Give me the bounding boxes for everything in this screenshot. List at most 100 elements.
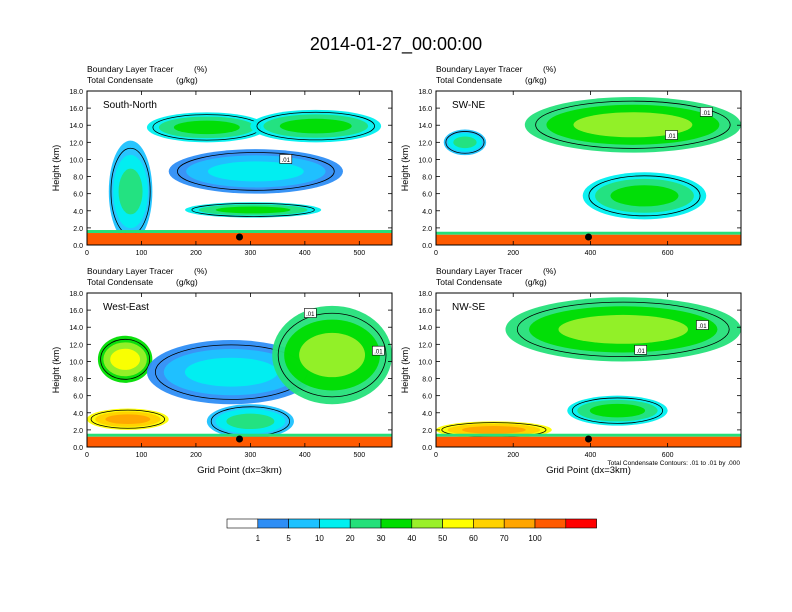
tracer-field — [436, 91, 741, 245]
x-tick-label: 500 — [353, 452, 365, 459]
subtitle-tracer-units: (%) — [194, 64, 207, 74]
x-tick-label: 400 — [299, 250, 311, 257]
subtitle-condensate: Total Condensate — [436, 75, 502, 85]
condensate-contour — [100, 338, 151, 380]
plume-4-band-3 — [105, 414, 151, 425]
y-tick-label: 10.0 — [418, 157, 432, 164]
colorbar-label: 50 — [438, 534, 447, 543]
surface-layer-edge — [436, 433, 741, 437]
contour-label: .01 — [374, 350, 383, 356]
surface-layer-edge — [87, 433, 392, 437]
contour-label: .01 — [702, 111, 711, 117]
colorbar-swatch — [565, 518, 597, 529]
contour-label-box — [665, 130, 678, 140]
panel-4: 0.0 2.0 4.0 6.0 8.0 10.0 12.0 14.0 16.0 18.0 0 200 4… — [400, 266, 742, 476]
condensate-contour — [90, 409, 166, 429]
condensate-contour — [277, 312, 387, 398]
x-axis-label: Grid Point (dx=3km) — [546, 465, 631, 476]
plume-1-band-3 — [558, 314, 689, 344]
x-tick-label: 0 — [434, 250, 438, 257]
y-tick-label: 8.0 — [73, 377, 83, 384]
x-tick-label: 100 — [136, 452, 148, 459]
condensate-contour — [177, 152, 335, 191]
colorbar-swatch — [503, 518, 536, 529]
condensate-contour — [535, 100, 731, 149]
y-tick-label: 12.0 — [418, 140, 432, 147]
y-tick-label: 14.0 — [418, 325, 432, 332]
x-tick-label: 0 — [85, 452, 89, 459]
plume-1-band-3 — [118, 168, 143, 215]
x-tick-label: 200 — [190, 452, 202, 459]
y-tick-label: 8.0 — [73, 175, 83, 182]
plume-2-band-3 — [173, 120, 240, 135]
y-tick-label: 8.0 — [422, 377, 432, 384]
y-axis-label: Height (km) — [51, 347, 61, 394]
contour-label: .01 — [698, 324, 707, 330]
y-tick-label: 16.0 — [418, 106, 432, 113]
y-tick-label: 18.0 — [418, 291, 432, 298]
x-tick-label: 0 — [434, 452, 438, 459]
plume-2-band-3 — [610, 185, 679, 207]
x-tick-label: 500 — [353, 250, 365, 257]
x-tick-label: 200 — [190, 250, 202, 257]
subtitle-tracer-units: (%) — [194, 266, 207, 276]
plot-frame — [435, 90, 742, 246]
y-tick-label: 0.0 — [73, 243, 83, 250]
panel-label: South-North — [103, 100, 157, 111]
y-tick-label: 0.0 — [422, 243, 432, 250]
subtitle-tracer: Boundary Layer Tracer — [87, 266, 174, 276]
colorbar-label: 20 — [346, 534, 355, 543]
y-tick-label: 18.0 — [418, 89, 432, 96]
condensate-contour — [516, 301, 730, 358]
y-tick-label: 12.0 — [69, 140, 83, 147]
surface-layer-edge — [436, 231, 741, 235]
subtitle-tracer: Boundary Layer Tracer — [436, 266, 523, 276]
colorbar-label: 40 — [407, 534, 416, 543]
colorbar-swatch — [411, 518, 443, 529]
x-tick-label: 400 — [585, 452, 597, 459]
y-tick-label: 8.0 — [422, 175, 432, 182]
colorbar: 1 5 10 20 30 40 50 60 70 100 — [226, 518, 597, 543]
contour-label-box — [634, 345, 647, 355]
subtitle-tracer-units: (%) — [543, 64, 556, 74]
y-tick-label: 2.0 — [73, 226, 83, 233]
y-tick-label: 2.0 — [422, 428, 432, 435]
x-axis-label: Grid Point (dx=3km) — [197, 465, 282, 476]
plume-3-band-3 — [279, 118, 352, 134]
subtitle-condensate-units: (g/kg) — [176, 75, 198, 85]
y-tick-label: 16.0 — [69, 308, 83, 315]
y-tick-label: 6.0 — [73, 394, 83, 401]
plume-2-band-3 — [184, 357, 278, 387]
panel-3: 0.0 2.0 4.0 6.0 8.0 10.0 12.0 14.0 16.0 18.0 0 100 2… — [51, 266, 393, 476]
y-tick-label: 14.0 — [418, 123, 432, 130]
y-axis-label: Height (km) — [400, 347, 410, 394]
surface-layer-edge — [87, 230, 392, 234]
contour-note: Total Condensate Contours: .01 to .01 by… — [607, 460, 740, 467]
condensate-contour — [571, 397, 664, 424]
panel-2: 0.0 2.0 4.0 6.0 8.0 10.0 12.0 14.0 16.0 18.0 0 200 4… — [400, 64, 742, 257]
colorbar-swatch — [288, 518, 320, 529]
y-tick-label: 6.0 — [73, 192, 83, 199]
contour-label-box — [372, 345, 385, 356]
plume-4-band-3 — [207, 161, 304, 182]
y-tick-label: 16.0 — [69, 106, 83, 113]
condensate-contour — [445, 131, 485, 154]
plume-5-band-3 — [226, 413, 275, 430]
contour-label-box — [699, 107, 713, 117]
x-tick-label: 600 — [662, 250, 674, 257]
panel-1: 0.0 2.0 4.0 6.0 8.0 10.0 12.0 14.0 16.0 18.0 0 100 2… — [51, 64, 393, 257]
colorbar-swatch — [319, 518, 351, 529]
y-axis-label: Height (km) — [51, 145, 61, 192]
x-tick-label: 300 — [245, 452, 257, 459]
plot-frame — [86, 292, 393, 448]
contour-label: .01 — [667, 134, 676, 140]
colorbar-label: 5 — [286, 534, 291, 543]
x-tick-label: 600 — [662, 452, 674, 459]
y-tick-label: 14.0 — [69, 123, 83, 130]
plume-3-band-3 — [453, 136, 477, 149]
y-tick-label: 12.0 — [418, 342, 432, 349]
subtitle-condensate-units: (g/kg) — [525, 75, 547, 85]
subtitle-condensate: Total Condensate — [436, 277, 502, 287]
tracer-field — [87, 91, 392, 245]
